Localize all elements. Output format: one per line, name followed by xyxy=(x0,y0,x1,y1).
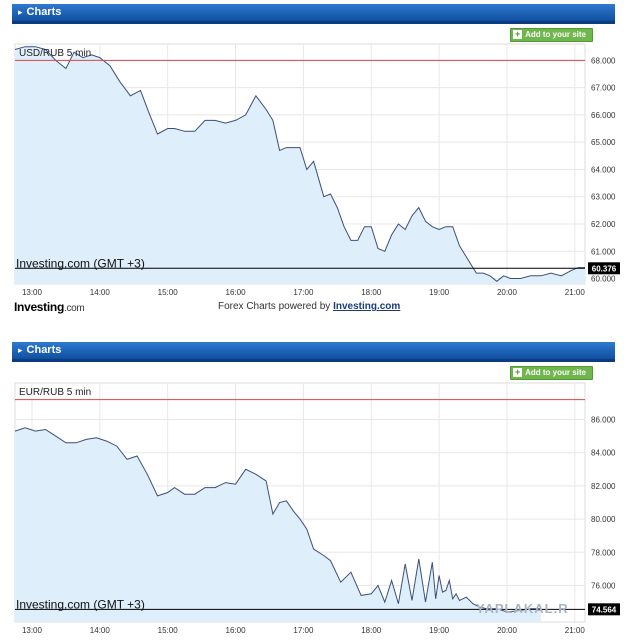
charts-widget-usd: ▸ Charts + Add to your site xyxy=(12,4,615,42)
x-tick-label: 16:00 xyxy=(226,288,247,297)
y-tick-label: 84.000 xyxy=(591,449,616,458)
x-tick-label: 21:00 xyxy=(565,626,586,635)
x-tick-label: 13:00 xyxy=(22,626,43,635)
x-tick-label: 13:00 xyxy=(22,288,43,297)
chart-0: 60.000 61.000 62.000 63.000 64.000 65.000 66.0… xyxy=(14,43,620,297)
chevron-right-icon: ▸ xyxy=(18,345,23,355)
x-tick-label: 20:00 xyxy=(497,626,518,635)
plus-icon: + xyxy=(513,367,523,377)
charts-title: Charts xyxy=(26,344,62,356)
x-tick-label: 16:00 xyxy=(226,626,247,635)
plot-area xyxy=(14,43,586,285)
powered-by: Forex Charts powered by Investing.com xyxy=(218,301,400,312)
y-tick-label: 63.000 xyxy=(591,193,616,202)
chart-watermark: Investing.com (GMT +3) xyxy=(16,256,145,270)
chart-1: 76.000 78.000 80.000 82.000 84.000 86.000 13:0… xyxy=(14,382,620,635)
x-tick-label: 19:00 xyxy=(429,288,450,297)
add-to-site-label: Add to your site xyxy=(525,368,586,377)
x-tick-label: 19:00 xyxy=(429,626,450,635)
y-tick-label: 76.000 xyxy=(591,581,616,590)
powered-text: Forex Charts powered by xyxy=(218,301,331,312)
y-tick-label: 60.000 xyxy=(591,275,616,284)
chart-watermark: Investing.com (GMT +3) xyxy=(16,597,145,611)
logo-brand: Investing xyxy=(14,300,64,314)
y-tick-label: 66.000 xyxy=(591,111,616,120)
y-tick-label: 80.000 xyxy=(591,515,616,524)
x-tick-label: 18:00 xyxy=(361,626,382,635)
x-tick-label: 21:00 xyxy=(565,288,586,297)
series-area xyxy=(15,427,541,622)
y-tick-label: 65.000 xyxy=(591,138,616,147)
y-tick-label: 86.000 xyxy=(591,416,616,425)
current-price-label: 60.376 xyxy=(592,264,617,273)
add-to-site-button[interactable]: + Add to your site xyxy=(510,28,593,42)
charts-title: Charts xyxy=(26,6,62,18)
y-tick-label: 68.000 xyxy=(591,56,616,65)
powered-link[interactable]: Investing.com xyxy=(333,301,401,312)
x-tick-label: 17:00 xyxy=(293,626,314,635)
y-tick-label: 64.000 xyxy=(591,165,616,174)
chevron-right-icon: ▸ xyxy=(18,7,23,17)
x-tick-label: 17:00 xyxy=(293,288,314,297)
x-tick-label: 15:00 xyxy=(158,288,179,297)
x-tick-label: 14:00 xyxy=(90,288,111,297)
add-to-site-label: Add to your site xyxy=(525,30,586,39)
y-tick-label: 61.000 xyxy=(591,247,616,256)
add-to-site-button[interactable]: + Add to your site xyxy=(510,366,593,380)
x-tick-label: 18:00 xyxy=(361,288,382,297)
series-area xyxy=(15,46,585,285)
x-tick-label: 15:00 xyxy=(158,626,179,635)
series-line xyxy=(14,46,585,282)
plot-area xyxy=(14,382,586,623)
series-line xyxy=(14,427,541,613)
chart-label: EUR/RUB 5 min xyxy=(19,387,91,398)
current-price-label: 74.564 xyxy=(592,605,617,614)
investing-logo[interactable]: Investing.com xyxy=(14,300,85,314)
x-tick-label: 20:00 xyxy=(497,288,518,297)
plus-icon: + xyxy=(513,29,523,39)
current-price-badge xyxy=(588,262,620,275)
y-tick-label: 67.000 xyxy=(591,84,616,93)
y-tick-label: 62.000 xyxy=(591,220,616,229)
charts-header: ▸ Charts xyxy=(12,342,615,362)
charts-header: ▸ Charts xyxy=(12,4,615,24)
x-tick-label: 14:00 xyxy=(90,626,111,635)
logo-suffix: .com xyxy=(63,303,85,314)
y-tick-label: 78.000 xyxy=(591,548,616,557)
charts-widget-eur: ▸ Charts + Add to your site xyxy=(12,342,615,380)
site-watermark: YAPLAKAL.R xyxy=(476,601,569,616)
chart-label: USD/RUB 5 min xyxy=(19,48,91,59)
current-price-badge xyxy=(588,603,620,616)
y-tick-label: 82.000 xyxy=(591,482,616,491)
